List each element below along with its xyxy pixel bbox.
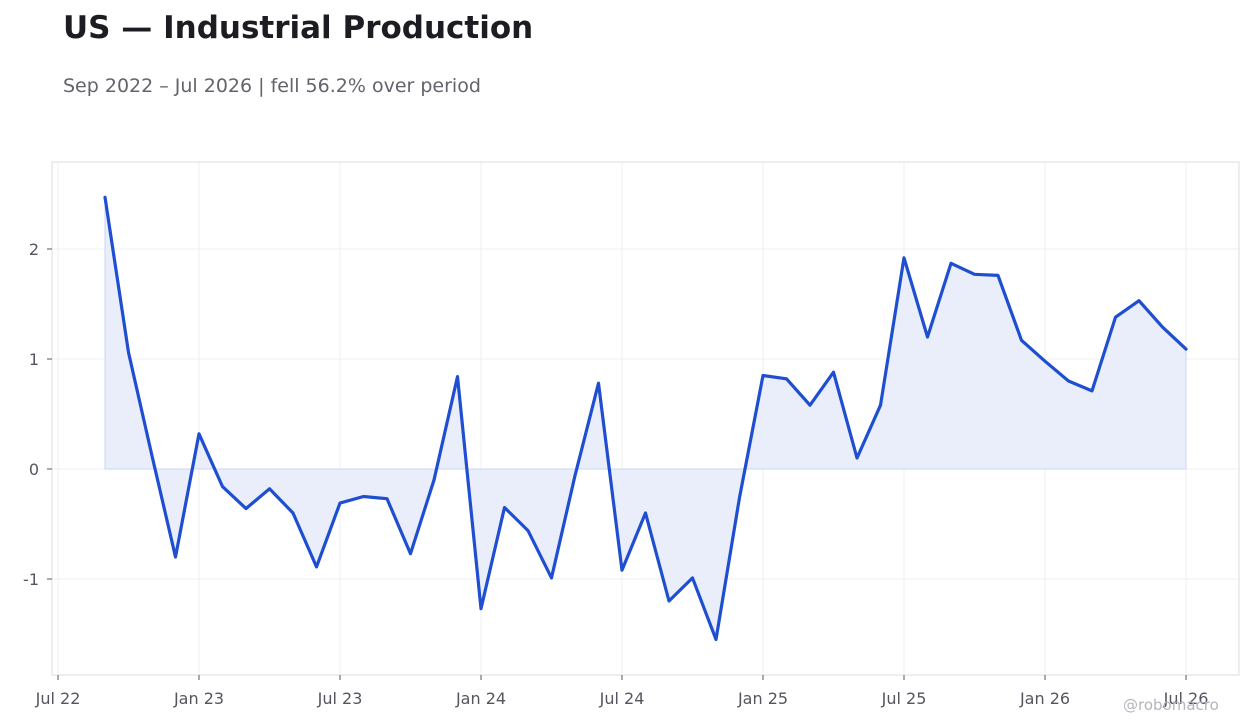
x-tick-label: Jan 25 xyxy=(737,689,788,708)
y-tick-label: 2 xyxy=(29,240,39,259)
y-tick-label: 0 xyxy=(29,460,39,479)
x-tick-label: Jul 22 xyxy=(35,689,81,708)
x-tick-label: Jul 26 xyxy=(1163,689,1209,708)
watermark: @robomacro xyxy=(1123,696,1219,714)
series-line xyxy=(103,195,1188,642)
x-tick-label: Jan 24 xyxy=(455,689,506,708)
x-tick-label: Jul 25 xyxy=(881,689,927,708)
y-tick-label: 1 xyxy=(29,350,39,369)
chart-title: US — Industrial Production xyxy=(63,10,534,46)
plot-frame xyxy=(51,161,1240,676)
x-tick-label: Jan 26 xyxy=(1019,689,1070,708)
x-axis: Jul 22 Jan 23 Jul 23 Jan 24 Jul 24 Jan 25 Jul … xyxy=(35,675,1209,708)
x-tick-label: Jul 24 xyxy=(599,689,645,708)
y-tick-label: -1 xyxy=(23,570,39,589)
chart-subtitle: Sep 2022 – Jul 2026 | fell 56.2% over pe… xyxy=(63,75,481,97)
area-fill xyxy=(104,197,1187,642)
y-axis: -1 0 1 2 xyxy=(23,240,52,589)
x-tick-label: Jan 23 xyxy=(173,689,224,708)
x-tick-label: Jul 23 xyxy=(317,689,363,708)
